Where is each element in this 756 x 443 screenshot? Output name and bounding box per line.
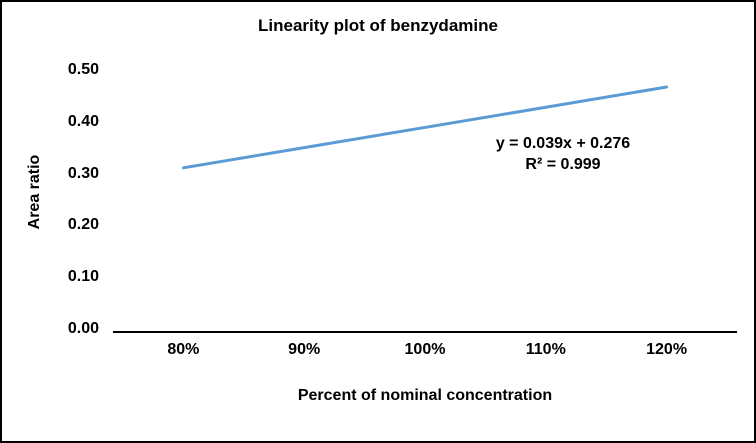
x-tick-label: 80% — [167, 341, 200, 358]
x-tick-label: 90% — [288, 341, 321, 358]
x-axis-title: Percent of nominal concentration — [297, 387, 553, 404]
plot-area — [113, 60, 737, 333]
trend-line — [181, 85, 669, 170]
y-tick-label: 0.50 — [67, 61, 99, 78]
y-tick-label: 0.10 — [67, 268, 99, 286]
x-tick-label: 100% — [404, 341, 446, 358]
x-tick-label: 120% — [646, 341, 688, 358]
y-tick-label: 0.00 — [67, 320, 99, 337]
y-tick-label: 0.30 — [67, 164, 99, 182]
y-tick-label: 0.20 — [67, 216, 99, 234]
r-squared-text: R² = 0.999 — [525, 156, 601, 173]
trendline-equation: y = 0.039x + 0.276 R² = 0.999 — [458, 133, 668, 175]
x-axis-ticks: 80% 90% 100% 110% 120% — [2, 341, 754, 363]
chart-title: Linearity plot of benzydamine — [258, 16, 498, 35]
x-tick-label: 110% — [525, 341, 566, 358]
trend-line-svg — [181, 85, 669, 170]
y-tick-label: 0.40 — [67, 112, 99, 130]
equation-text: y = 0.039x + 0.276 — [495, 135, 631, 152]
